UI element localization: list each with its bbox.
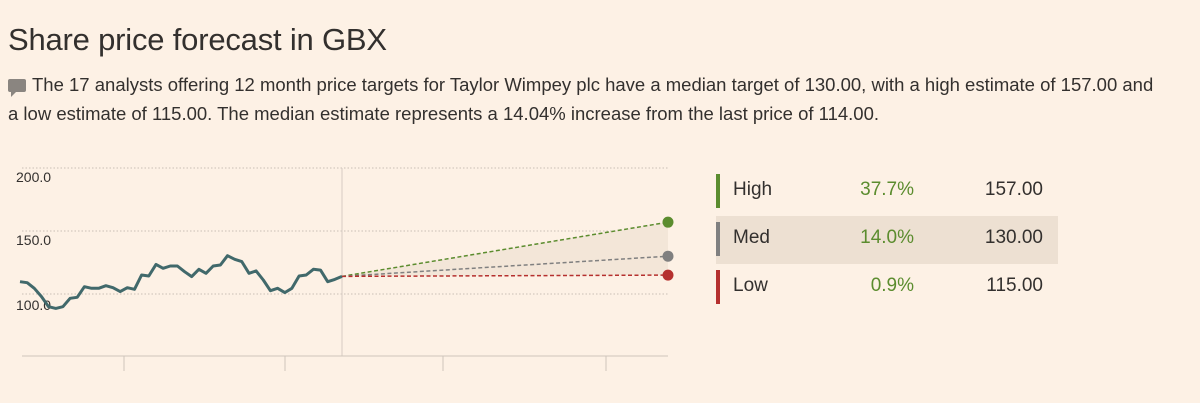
med-color-bar xyxy=(716,222,720,256)
y-tick-label: 100.0 xyxy=(16,297,51,313)
forecast-chart: 200.0 150.0 100.0 xyxy=(16,167,674,371)
row-med: Med 14.0% 130.00 xyxy=(716,216,1058,264)
y-tick-label: 150.0 xyxy=(16,232,51,248)
low-target-dot xyxy=(662,269,674,281)
row-high: High 37.7% 157.00 xyxy=(716,168,1058,216)
row-label: Low xyxy=(733,275,768,296)
high-target-dot xyxy=(662,216,674,228)
high-color-bar xyxy=(716,174,720,208)
row-pct: 0.9% xyxy=(870,275,914,296)
y-tick-label: 200.0 xyxy=(16,169,51,185)
forecast-range-area xyxy=(342,222,668,277)
low-color-bar xyxy=(716,270,720,304)
row-value: 157.00 xyxy=(984,179,1043,200)
speech-bubble-icon xyxy=(8,79,26,97)
row-value: 130.00 xyxy=(984,227,1043,248)
forecast-table: High 37.7% 157.00 Med 14.0% 130.00 Low 0… xyxy=(716,168,1058,312)
price-line xyxy=(19,254,343,310)
row-pct: 37.7% xyxy=(860,179,914,200)
row-label: High xyxy=(733,179,773,200)
row-pct: 14.0% xyxy=(860,227,914,248)
med-forecast-line xyxy=(341,255,669,278)
forecast-description: The 17 analysts offering 12 month price … xyxy=(8,70,1168,128)
row-label: Med xyxy=(733,227,770,248)
low-forecast-line xyxy=(341,274,669,278)
description-text: The 17 analysts offering 12 month price … xyxy=(8,74,1154,124)
med-target-dot xyxy=(662,250,674,262)
row-low: Low 0.9% 115.00 xyxy=(716,264,1058,312)
row-value: 115.00 xyxy=(986,275,1043,296)
page-title: Share price forecast in GBX xyxy=(8,22,387,57)
high-forecast-line xyxy=(341,221,669,278)
